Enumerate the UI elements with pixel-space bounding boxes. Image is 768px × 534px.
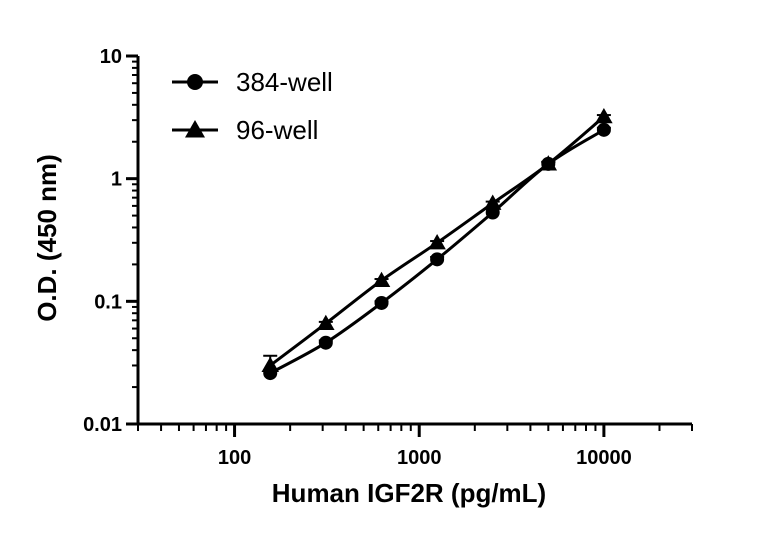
- legend-marker: [187, 74, 203, 90]
- data-point: [261, 356, 279, 373]
- data-point: [596, 122, 611, 137]
- legend-label: 384-well: [236, 67, 333, 97]
- series-96-well: [261, 107, 613, 378]
- data-point: [595, 107, 613, 124]
- legend-label: 96-well: [236, 115, 318, 145]
- x-tick-label: 1000: [397, 447, 442, 469]
- y-tick-label: 10: [100, 46, 122, 68]
- data-point: [374, 295, 389, 310]
- data-point: [372, 271, 391, 288]
- y-tick-label: 0.01: [83, 414, 122, 436]
- x-tick-label: 10000: [576, 447, 632, 469]
- data-point: [318, 335, 333, 350]
- x-tick-label: 100: [218, 447, 251, 469]
- axes: 0.01 0.1 1 10 100 1000 10000: [83, 46, 693, 469]
- legend: 384-well 96-well: [172, 67, 333, 145]
- data-point: [539, 155, 558, 171]
- legend-entry: 384-well: [172, 67, 333, 97]
- legend-entry: 96-well: [172, 115, 318, 145]
- data-point: [428, 234, 446, 250]
- x-axis-title: Human IGF2R (pg/mL): [272, 478, 546, 508]
- data-point: [430, 252, 445, 267]
- data-point: [483, 194, 502, 210]
- plot-area: [261, 107, 613, 381]
- y-tick-label: 0.1: [94, 291, 122, 313]
- y-tick-label: 1: [111, 169, 122, 191]
- data-point: [317, 314, 335, 331]
- legend-marker: [185, 120, 205, 138]
- series-384-well: [263, 122, 611, 381]
- y-axis-title: O.D. (450 nm): [32, 154, 62, 322]
